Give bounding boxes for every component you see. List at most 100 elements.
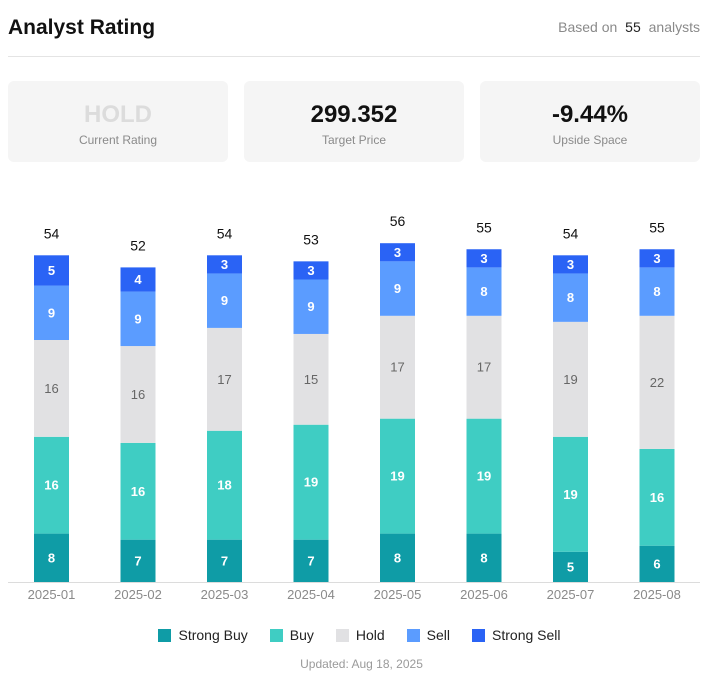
chart-legend: Strong Buy Buy Hold Sell Strong Sell	[0, 627, 723, 643]
analyst-count: 55	[625, 19, 641, 35]
current-rating-value: HOLD	[84, 101, 152, 128]
x-tick-label: 2025-06	[460, 587, 508, 602]
bar-value-label: 5	[48, 263, 55, 278]
bar-total-label: 56	[390, 213, 406, 229]
bar-value-label: 3	[307, 263, 314, 278]
bar-segment-strong-sell-2025-04	[293, 261, 329, 280]
bar-value-label: 16	[131, 484, 145, 499]
bar-value-label: 16	[44, 478, 58, 493]
legend-swatch-sell	[406, 628, 420, 642]
bar-value-label: 8	[480, 550, 487, 565]
bar-segment-strong-sell-2025-07	[553, 255, 588, 274]
bar-value-label: 3	[394, 245, 401, 260]
current-rating-card: HOLD Current Rating	[8, 81, 228, 162]
legend-label-buy: Buy	[289, 627, 314, 643]
x-tick-label: 2025-05	[374, 587, 422, 602]
bar-segment-strong-buy-2025-06	[466, 533, 502, 582]
bar-value-label: 8	[48, 550, 55, 565]
bar-segment-buy-2025-07	[553, 436, 588, 552]
bar-total-label: 54	[44, 225, 60, 241]
target-price-card: 299.352 Target Price	[244, 81, 464, 162]
bar-value-label: 6	[653, 556, 660, 571]
page-title: Analyst Rating	[8, 16, 156, 39]
bar-value-label: 19	[563, 372, 577, 387]
legend-label-sell: Sell	[426, 627, 451, 643]
legend-item-sell[interactable]: Sell	[406, 627, 451, 643]
bar-total-label: 52	[130, 237, 146, 253]
legend-item-buy[interactable]: Buy	[269, 627, 314, 643]
bar-value-label: 16	[650, 490, 664, 505]
bar-segment-buy-2025-05	[380, 418, 415, 534]
bar-value-label: 16	[131, 387, 145, 402]
bar-segment-buy-2025-01	[34, 436, 69, 534]
bar-value-label: 17	[217, 372, 231, 387]
bar-value-label: 7	[134, 553, 141, 568]
bar-value-label: 8	[653, 284, 660, 299]
bar-value-label: 19	[477, 469, 491, 484]
upside-space-label: Upside Space	[552, 133, 628, 147]
header: Analyst Rating Based on 55 analysts	[8, 14, 700, 57]
bar-segment-strong-sell-2025-05	[380, 243, 415, 262]
analyst-count-summary: Based on 55 analysts	[558, 19, 700, 35]
bar-value-label: 3	[480, 251, 487, 266]
bar-segment-strong-buy-2025-07	[553, 551, 588, 582]
legend-item-strong-sell[interactable]: Strong Sell	[472, 627, 561, 643]
bar-value-label: 3	[567, 257, 574, 272]
bar-value-label: 5	[567, 559, 574, 574]
legend-swatch-buy	[269, 628, 283, 642]
x-tick-label: 2025-08	[633, 587, 681, 602]
bar-segment-sell-2025-03	[207, 273, 242, 328]
upside-space-value: -9.44%	[551, 101, 629, 128]
analyst-rating-chart: 8 16 16 9 5 54 2025-01 7 16 16 9 4 52 2025-02 7 18 17 9 3 5…	[8, 213, 700, 602]
bar-segment-strong-sell-2025-02	[120, 267, 156, 292]
bar-value-label: 8	[567, 290, 574, 305]
bar-value-label: 9	[394, 281, 401, 296]
bar-segment-hold-2025-03	[207, 327, 242, 431]
legend-swatch-hold	[335, 628, 349, 642]
bar-value-label: 7	[307, 553, 314, 568]
x-tick-label: 2025-03	[201, 587, 249, 602]
bar-value-label: 19	[390, 469, 404, 484]
bar-segment-strong-sell-2025-06	[466, 249, 502, 268]
bar-value-label: 9	[221, 293, 228, 308]
legend-item-hold[interactable]: Hold	[335, 627, 385, 643]
x-tick-label: 2025-01	[28, 587, 76, 602]
bar-segment-strong-sell-2025-01	[34, 255, 69, 286]
bar-value-label: 9	[307, 299, 314, 314]
updated-timestamp: Updated: Aug 18, 2025	[300, 657, 423, 671]
bar-segment-sell-2025-08	[639, 267, 675, 316]
bar-segment-strong-buy-2025-08	[639, 545, 675, 582]
bar-value-label: 9	[134, 311, 141, 326]
legend-label-strong-sell: Strong Sell	[492, 627, 561, 643]
bar-value-label: 19	[563, 487, 577, 502]
bar-segment-hold-2025-01	[34, 340, 69, 437]
bar-value-label: 22	[650, 375, 664, 390]
bar-segment-hold-2025-05	[380, 315, 415, 419]
bar-segment-buy-2025-06	[466, 418, 502, 534]
bar-total-label: 54	[217, 225, 233, 241]
bar-segment-hold-2025-06	[466, 315, 502, 419]
bar-segment-strong-sell-2025-08	[639, 249, 675, 268]
current-rating-label: Current Rating	[78, 133, 158, 147]
bar-value-label: 9	[48, 305, 55, 320]
bar-value-label: 17	[390, 360, 404, 375]
based-on-label: Based on	[558, 19, 618, 35]
bar-segment-sell-2025-05	[380, 261, 415, 316]
bar-segment-hold-2025-02	[120, 346, 156, 443]
bar-value-label: 3	[653, 251, 660, 266]
legend-label-hold: Hold	[355, 627, 385, 643]
bar-segment-strong-buy-2025-04	[293, 539, 329, 582]
bar-total-label: 53	[303, 231, 319, 247]
bar-value-label: 4	[134, 272, 142, 287]
analysts-label: analysts	[648, 19, 700, 35]
x-tick-label: 2025-02	[114, 587, 162, 602]
bar-segment-strong-buy-2025-01	[34, 533, 69, 582]
bar-value-label: 8	[394, 550, 401, 565]
bar-value-label: 16	[44, 381, 58, 396]
bar-value-label: 19	[304, 475, 318, 490]
bar-segment-strong-buy-2025-03	[207, 539, 242, 582]
bar-segment-sell-2025-02	[120, 291, 156, 347]
bar-total-label: 54	[563, 225, 579, 241]
bar-segment-sell-2025-06	[466, 267, 502, 316]
legend-item-strong-buy[interactable]: Strong Buy	[158, 627, 248, 643]
